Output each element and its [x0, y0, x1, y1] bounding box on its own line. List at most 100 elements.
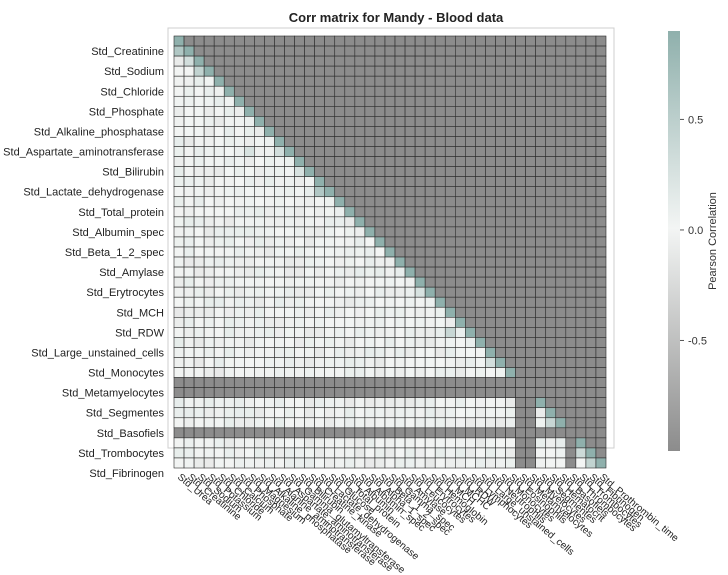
heatmap-cell [173, 146, 185, 157]
heatmap-cell [223, 316, 235, 328]
heatmap-cell [193, 316, 205, 328]
heatmap-cell [294, 246, 305, 258]
heatmap-cell [223, 236, 235, 248]
heatmap-cell [284, 55, 295, 67]
heatmap-cell [515, 55, 526, 67]
heatmap-cell [565, 427, 577, 439]
heatmap-cell [334, 437, 346, 449]
heatmap-cell [555, 397, 567, 409]
heatmap-cell [535, 95, 547, 107]
heatmap-cell [575, 236, 587, 248]
heatmap-cell [274, 55, 285, 67]
heatmap-cell [384, 75, 396, 87]
heatmap-cell [394, 106, 406, 117]
heatmap-cell [414, 246, 426, 258]
heatmap-cell [535, 417, 547, 429]
heatmap-cell [595, 286, 607, 298]
heatmap-cell [324, 176, 336, 187]
heatmap-cell [444, 55, 456, 67]
heatmap-cell [545, 337, 557, 348]
heatmap-cell [585, 276, 597, 288]
heatmap-cell [223, 95, 235, 107]
heatmap-cell [585, 377, 597, 388]
heatmap-cell [213, 377, 225, 388]
heatmap-cell [525, 55, 536, 67]
heatmap-cell [505, 236, 516, 248]
heatmap-cell [203, 126, 215, 137]
heatmap-cell [223, 327, 235, 338]
heatmap-cell [274, 206, 285, 218]
heatmap-cell [454, 437, 466, 449]
heatmap-cell [404, 246, 416, 258]
heatmap-cell [274, 186, 285, 198]
heatmap-cell [264, 176, 275, 187]
heatmap-cell [354, 437, 366, 449]
heatmap-cell [404, 306, 416, 318]
heatmap-cell [183, 447, 195, 459]
heatmap-cell [485, 126, 496, 137]
heatmap-cell [545, 417, 557, 429]
heatmap-cell [434, 166, 446, 177]
heatmap-cell [344, 106, 356, 117]
heatmap-cell [394, 55, 406, 67]
heatmap-cell [585, 437, 597, 449]
heatmap-cell [364, 126, 376, 137]
heatmap-cell [394, 377, 406, 388]
heatmap-cell [223, 116, 235, 127]
heatmap-cell [254, 266, 265, 278]
heatmap-cell [344, 357, 356, 368]
heatmap-cell [475, 226, 486, 238]
heatmap-cell [354, 65, 366, 77]
heatmap-cell [314, 236, 325, 248]
heatmap-cell [304, 447, 315, 459]
heatmap-cell [324, 427, 336, 439]
heatmap-cell [213, 85, 225, 97]
heatmap-cell [223, 196, 235, 208]
heatmap-cell [193, 246, 205, 258]
heatmap-cell [424, 126, 436, 137]
heatmap-cell [404, 327, 416, 338]
heatmap-cell [575, 266, 587, 278]
heatmap-cell [515, 176, 526, 187]
y-tick-label: Std_Albumin_spec [72, 227, 164, 239]
heatmap-cell [264, 35, 275, 47]
heatmap-cell [465, 176, 476, 187]
heatmap-cell [414, 327, 426, 338]
heatmap-cell [294, 377, 305, 388]
heatmap-cell [585, 75, 597, 87]
heatmap-cell [244, 367, 255, 378]
heatmap-cell [555, 95, 567, 107]
heatmap-cell [434, 196, 446, 208]
heatmap-cell [223, 407, 235, 419]
heatmap-cell [424, 266, 436, 278]
heatmap-cell [384, 427, 396, 439]
heatmap-cell [505, 176, 516, 187]
heatmap-cell [324, 45, 336, 57]
heatmap-cell [535, 216, 547, 228]
heatmap-cell [515, 106, 526, 117]
heatmap-cell [213, 246, 225, 258]
heatmap-cell [535, 256, 547, 268]
heatmap-cell [364, 65, 376, 77]
heatmap-cell [264, 85, 275, 97]
heatmap-cell [334, 126, 346, 137]
heatmap-cell [454, 397, 466, 409]
heatmap-cell [485, 457, 496, 469]
heatmap-cell [324, 377, 336, 388]
heatmap-cell [444, 126, 456, 137]
heatmap-cell [223, 457, 235, 469]
heatmap-cell [384, 216, 396, 228]
heatmap-cell [193, 166, 205, 177]
heatmap-cell [595, 387, 607, 398]
heatmap-cell [324, 246, 336, 258]
heatmap-cell [485, 427, 496, 439]
heatmap-cell [505, 407, 516, 419]
heatmap-cell [173, 106, 185, 117]
heatmap-cell [565, 246, 577, 258]
heatmap-cell [364, 377, 376, 388]
heatmap-cell [324, 337, 336, 348]
heatmap-cell [495, 146, 506, 157]
heatmap-cell [203, 357, 215, 368]
heatmap-cell [515, 266, 526, 278]
heatmap-cell [344, 226, 356, 238]
